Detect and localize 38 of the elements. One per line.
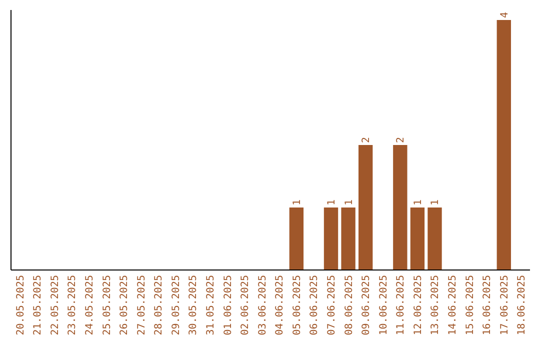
- x-tick-label: 31.05.2025: [205, 275, 216, 336]
- data-label: 1: [344, 199, 355, 206]
- x-tick-label: 12.06.2025: [412, 275, 424, 336]
- x-tick-label: 25.05.2025: [102, 275, 113, 336]
- x-tick-label: 10.06.2025: [378, 275, 390, 336]
- x-tick-label: 13.06.2025: [430, 275, 442, 336]
- data-label: 2: [361, 136, 372, 143]
- x-tick-label: 01.06.2025: [222, 275, 234, 336]
- x-tick-label: 24.05.2025: [84, 275, 96, 336]
- x-tick-label: 05.06.2025: [292, 275, 303, 336]
- x-tick-label: 03.06.2025: [257, 275, 268, 336]
- data-label: 1: [430, 199, 442, 206]
- x-tick-label: 21.05.2025: [32, 275, 44, 336]
- x-tick-label: 11.06.2025: [396, 275, 407, 336]
- x-tick-label: 18.06.2025: [516, 275, 528, 336]
- x-tick-label: 08.06.2025: [344, 275, 355, 336]
- x-tick-label: 26.05.2025: [119, 275, 130, 336]
- x-tick-label: 20.05.2025: [15, 275, 26, 336]
- x-tick-label: 28.05.2025: [154, 275, 165, 336]
- data-label: 2: [396, 136, 407, 143]
- data-label: 1: [292, 199, 303, 206]
- data-label: 4: [499, 12, 510, 18]
- x-tick-label: 09.06.2025: [361, 275, 372, 336]
- x-tick-label: 06.06.2025: [309, 275, 320, 336]
- x-tick-label: 27.05.2025: [136, 275, 148, 336]
- x-tick-label: 02.06.2025: [240, 275, 252, 336]
- x-tick-label: 07.06.2025: [326, 275, 338, 336]
- data-label: 1: [326, 199, 338, 206]
- x-tick-label: 29.05.2025: [170, 275, 182, 336]
- x-tick-label: 17.06.2025: [499, 275, 510, 336]
- x-tick-label: 22.05.2025: [50, 275, 61, 336]
- x-tick-label: 15.06.2025: [464, 275, 476, 336]
- x-tick-label: 30.05.2025: [188, 275, 200, 336]
- x-tick-label: 23.05.2025: [67, 275, 78, 336]
- data-label: 1: [412, 199, 424, 206]
- x-tick-label: 14.06.2025: [448, 275, 459, 336]
- x-tick-label: 16.06.2025: [482, 275, 494, 336]
- x-tick-label: 04.06.2025: [274, 275, 286, 336]
